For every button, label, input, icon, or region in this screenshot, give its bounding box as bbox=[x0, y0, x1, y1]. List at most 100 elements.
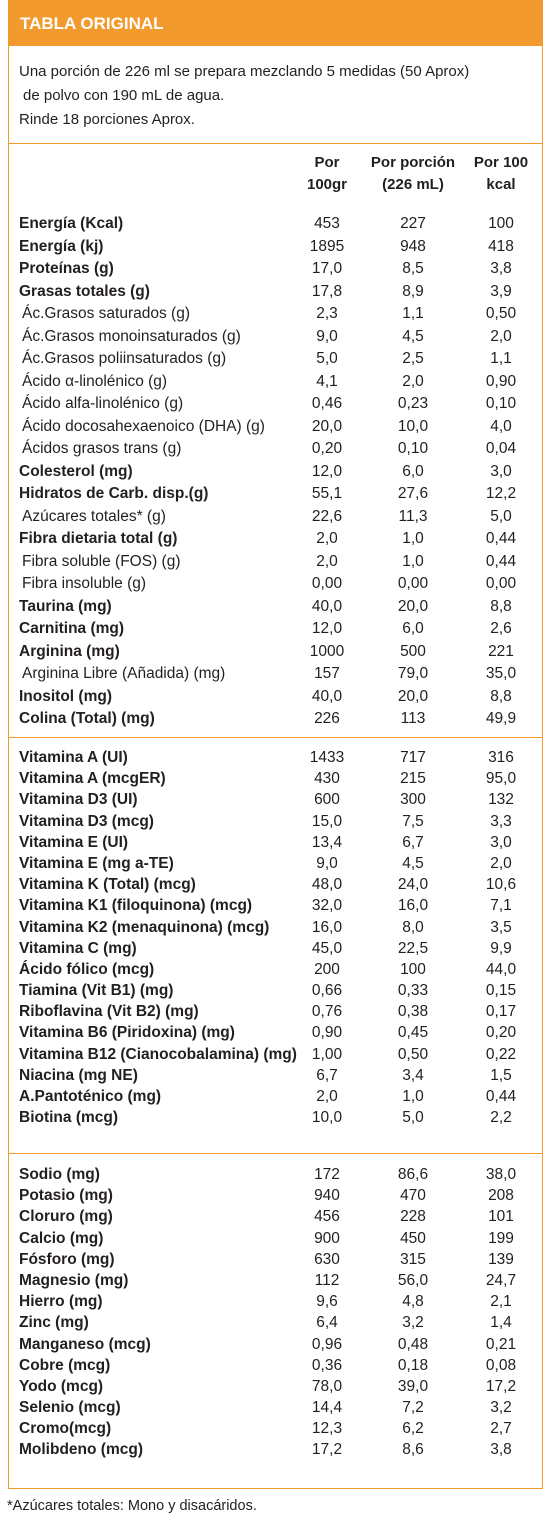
nutrient-value: 1,1 bbox=[402, 305, 424, 322]
nutrient-value: 35,0 bbox=[485, 665, 517, 682]
nutrient-name: Calcio (mg) bbox=[19, 1229, 104, 1247]
nutrient-row: Riboflavina (Vit B2) (mg) 0,76 0,38 0,17 bbox=[9, 1003, 542, 1024]
nutrient-value: 200 bbox=[314, 960, 340, 978]
nutrient-value: 3,0 bbox=[490, 833, 512, 851]
nutrient-value: 7,5 bbox=[402, 812, 424, 830]
nutrient-value: 8,0 bbox=[402, 918, 424, 936]
nutrient-value: 0,00 bbox=[397, 575, 429, 592]
nutrient-row: Ácido α-linolénico (g) 4,1 2,0 0,90 bbox=[9, 373, 542, 396]
nutrient-row: Vitamina A (mcgER) 430 215 95,0 bbox=[9, 770, 542, 791]
nutrient-row: Ác.Grasos poliinsaturados (g) 5,0 2,5 1,1 bbox=[9, 350, 542, 373]
section: Energía (Kcal) 453 227 100 Energía (kj) 1895 9… bbox=[9, 215, 542, 733]
nutrient-value: 10,0 bbox=[311, 1109, 343, 1127]
nutrient-value: 0,33 bbox=[397, 982, 429, 1000]
nutrient-value: 228 bbox=[400, 1208, 426, 1226]
nutrient-row: Fibra dietaria total (g) 2,0 1,0 0,44 bbox=[9, 530, 542, 553]
nutrient-row: A.Pantoténico (mg) 2,0 1,0 0,44 bbox=[9, 1088, 542, 1109]
nutrient-value: 3,4 bbox=[402, 1066, 424, 1084]
nutrient-row: Grasas totales (g) 17,8 8,9 3,9 bbox=[9, 283, 542, 306]
nutrient-name: Ácido fólico (mcg) bbox=[19, 960, 155, 978]
nutrient-name: Riboflavina (Vit B2) (mg) bbox=[19, 1003, 199, 1021]
nutrient-value: 5,0 bbox=[316, 350, 338, 367]
footnote: *Azúcares totales: Mono y disacáridos. bbox=[7, 1498, 257, 1514]
nutrient-value: 4,5 bbox=[402, 854, 424, 872]
title: TABLA ORIGINAL bbox=[20, 14, 164, 33]
nutrient-value: 1,0 bbox=[402, 530, 424, 547]
nutrient-row: Selenio (mcg) 14,4 7,2 3,2 bbox=[9, 1399, 542, 1420]
nutrient-row: Hidratos de Carb. disp.(g) 55,1 27,6 12,2 bbox=[9, 485, 542, 508]
nutrient-value: 6,0 bbox=[402, 620, 424, 637]
nutrient-name: Grasas totales (g) bbox=[19, 282, 150, 300]
table-frame: TABLA ORIGINAL Una porción de 226 ml se … bbox=[8, 0, 543, 1489]
nutrient-value: 9,0 bbox=[316, 854, 338, 872]
nutrient-value: 0,44 bbox=[485, 552, 517, 570]
nutrient-value: 0,20 bbox=[485, 1024, 517, 1042]
nutrient-value: 1895 bbox=[309, 237, 345, 255]
nutrient-name: Sodio (mg) bbox=[19, 1166, 100, 1183]
nutrient-name: Vitamina E (UI) bbox=[19, 833, 129, 851]
nutrient-row: Magnesio (mg) 112 56,0 24,7 bbox=[9, 1272, 542, 1293]
nutrient-value: 2,7 bbox=[490, 1420, 512, 1438]
nutrient-name: Potasio (mg) bbox=[19, 1187, 113, 1205]
nutrient-value: 4,8 bbox=[402, 1293, 424, 1311]
nutrient-value: 15,0 bbox=[311, 812, 343, 830]
nutrient-row: Ácidos grasos trans (g) 0,20 0,10 0,04 bbox=[9, 440, 542, 463]
nutrient-value: 1,0 bbox=[402, 1088, 424, 1105]
nutrient-name: Ácido α-linolénico (g) bbox=[22, 372, 168, 390]
nutrient-row: Vitamina A (UI) 1433 717 316 bbox=[9, 749, 542, 770]
nutrient-value: 2,0 bbox=[316, 530, 338, 547]
nutrient-value: 300 bbox=[400, 791, 426, 809]
nutrient-name: Ácido docosahexaenoico (DHA) (g) bbox=[22, 417, 265, 435]
nutrient-value: 2,0 bbox=[316, 552, 338, 570]
nutrient-value: 0,90 bbox=[485, 372, 517, 390]
nutrient-row: Vitamina E (UI) 13,4 6,7 3,0 bbox=[9, 834, 542, 855]
nutrient-value: 40,0 bbox=[311, 687, 343, 705]
nutrient-value: 0,46 bbox=[311, 395, 343, 412]
nutrient-value: 2,6 bbox=[490, 620, 512, 637]
nutrient-row: Ác.Grasos monoinsaturados (g) 9,0 4,5 2,0 bbox=[9, 328, 542, 351]
nutrient-value: 139 bbox=[488, 1250, 514, 1268]
nutrient-value: 27,6 bbox=[397, 485, 429, 502]
nutrient-name: Fósforo (mg) bbox=[19, 1250, 115, 1268]
nutrient-name: Biotina (mcg) bbox=[19, 1109, 119, 1127]
column-header-line: Por 100 bbox=[473, 154, 529, 171]
separator bbox=[9, 1153, 542, 1154]
nutrient-value: 132 bbox=[488, 791, 514, 809]
column-header-line: (226 mL) bbox=[382, 176, 444, 193]
nutrient-value: 453 bbox=[314, 215, 340, 232]
nutrient-value: 10,0 bbox=[397, 417, 429, 435]
nutrient-value: 6,0 bbox=[402, 462, 424, 480]
nutrient-value: 14,4 bbox=[311, 1399, 343, 1417]
nutrient-row: Ác.Grasos saturados (g) 2,3 1,1 0,50 bbox=[9, 305, 542, 328]
nutrient-name: Vitamina K1 (filoquinona) (mcg) bbox=[19, 897, 253, 915]
nutrient-name: Energía (kj) bbox=[19, 237, 104, 255]
nutrient-value: 24,7 bbox=[485, 1271, 517, 1289]
nutrient-value: 9,6 bbox=[316, 1293, 338, 1311]
nutrient-value: 0,90 bbox=[311, 1024, 343, 1042]
nutrient-value: 0,44 bbox=[485, 530, 517, 547]
nutrient-value: 0,22 bbox=[485, 1045, 517, 1063]
nutrient-value: 3,0 bbox=[490, 462, 512, 480]
nutrient-name: Fibra insoluble (g) bbox=[22, 575, 147, 592]
nutrient-row: Tiamina (Vit B1) (mg) 0,66 0,33 0,15 bbox=[9, 982, 542, 1003]
nutrient-value: 6,2 bbox=[402, 1420, 424, 1438]
nutrient-row: Fibra insoluble (g) 0,00 0,00 0,00 bbox=[9, 575, 542, 598]
nutrient-value: 157 bbox=[314, 665, 340, 682]
nutrient-value: 100 bbox=[400, 960, 426, 978]
nutrient-row: Cobre (mcg) 0,36 0,18 0,08 bbox=[9, 1357, 542, 1378]
nutrient-value: 8,5 bbox=[402, 260, 424, 277]
nutrient-value: 1,4 bbox=[490, 1314, 512, 1332]
nutrient-row: Hierro (mg) 9,6 4,8 2,1 bbox=[9, 1293, 542, 1314]
nutrient-value: 7,1 bbox=[490, 897, 512, 915]
nutrient-value: 9,0 bbox=[316, 327, 338, 345]
nutrient-name: Vitamina C (mg) bbox=[19, 939, 137, 957]
nutrient-value: 199 bbox=[488, 1229, 514, 1247]
nutrient-value: 0,50 bbox=[485, 305, 517, 322]
nutrient-value: 11,3 bbox=[398, 507, 428, 525]
nutrient-value: 208 bbox=[488, 1187, 514, 1205]
nutrient-row: Proteínas (g) 17,0 8,5 3,8 bbox=[9, 260, 542, 283]
nutrient-value: 418 bbox=[488, 237, 514, 255]
nutrient-value: 13,4 bbox=[311, 833, 343, 851]
nutrient-value: 100 bbox=[488, 215, 514, 232]
